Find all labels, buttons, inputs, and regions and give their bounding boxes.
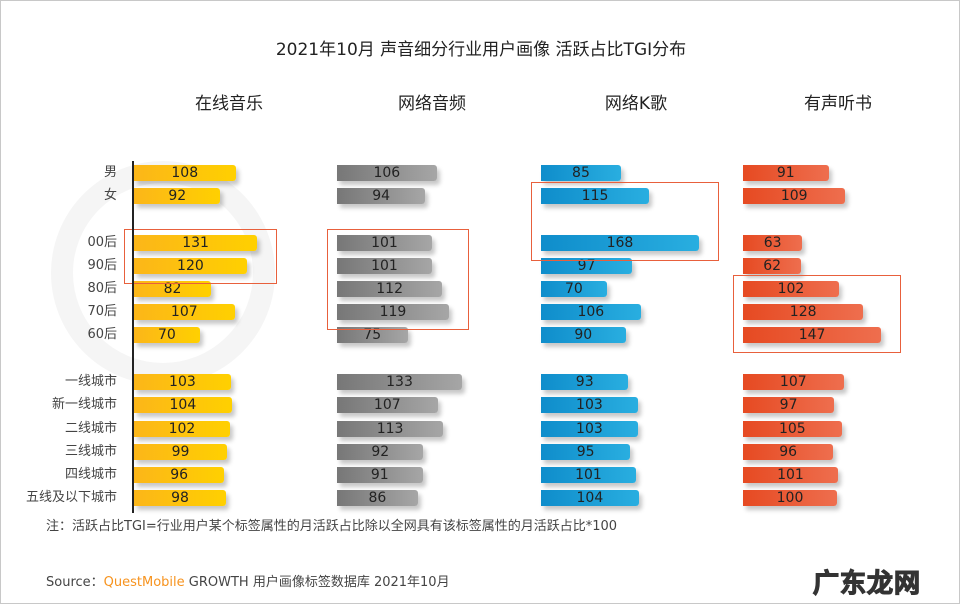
category-label: 女 [103,188,117,203]
bar: 85 [541,165,621,181]
bar: 102 [743,281,839,297]
bar: 82 [134,281,212,297]
bar: 91 [337,467,423,483]
bar: 147 [743,327,882,343]
bar: 133 [337,374,463,390]
bar: 108 [134,165,236,181]
bar: 168 [541,235,699,251]
category-label: 五线及以下城市 [25,490,117,505]
bar: 75 [337,327,408,343]
bar: 113 [337,421,444,437]
bar: 115 [541,188,650,204]
bar: 93 [541,374,629,390]
source-brand: QuestMobile [103,575,185,590]
bar: 106 [541,304,641,320]
bar: 92 [134,188,221,204]
series-header: 有声听书 [804,94,872,114]
bar: 86 [337,490,418,506]
bar: 96 [134,467,225,483]
bar: 106 [337,165,437,181]
bar: 94 [337,188,426,204]
bar: 102 [134,421,230,437]
highlight-box [733,275,902,353]
footnote: 注：活跃占比TGI=行业用户某个标签属性的月活跃占比除以全网具有该标签属性的月活… [46,519,618,534]
category-label: 一线城市 [64,374,117,389]
bar: 107 [743,374,844,390]
bar: 105 [743,421,842,437]
bar: 101 [337,258,432,274]
category-label: 00后 [87,235,117,250]
bar: 104 [541,490,639,506]
bar: 128 [743,304,864,320]
category-label: 70后 [87,304,117,319]
series-header: 在线音乐 [195,94,263,114]
bar: 97 [541,258,633,274]
source-text: GROWTH 用户画像标签数据库 2021年10月 [184,575,450,590]
category-label: 四线城市 [64,467,117,482]
bar: 98 [134,490,227,506]
bar: 95 [541,444,631,460]
bar: 96 [743,444,834,460]
bar: 101 [541,467,636,483]
category-label: 60后 [87,327,117,342]
bar: 103 [541,421,638,437]
bar: 109 [743,188,846,204]
bar: 99 [134,444,228,460]
bar: 100 [743,490,837,506]
highlight-box [124,229,278,284]
series-header: 网络K歌 [604,94,668,114]
category-label: 90后 [87,258,117,273]
category-label: 80后 [87,281,117,296]
bar: 131 [134,235,258,251]
bar: 107 [134,304,235,320]
bar: 90 [541,327,626,343]
bar: 91 [743,165,829,181]
category-label: 二线城市 [64,421,117,436]
bar: 70 [541,281,607,297]
bar: 62 [743,258,802,274]
bar: 103 [134,374,231,390]
bar: 120 [134,258,247,274]
bar: 104 [134,397,232,413]
source-line: Source：QuestMobile GROWTH 用户画像标签数据库 2021… [46,571,450,590]
bar: 101 [337,235,432,251]
bar: 63 [743,235,803,251]
source-prefix: Source： [46,575,104,590]
highlight-box [531,182,719,261]
series-header: 网络音频 [398,94,466,114]
highlight-box [327,229,469,330]
bar: 107 [337,397,438,413]
category-axis-line [132,161,134,513]
category-label: 新一线城市 [51,397,117,412]
corner-watermark: 广东龙网 [812,568,921,599]
bar: 92 [337,444,424,460]
category-label: 三线城市 [64,444,117,459]
chart-title: 2021年10月 声音细分行业用户画像 活跃占比TGI分布 [275,40,687,60]
category-label: 男 [103,165,117,180]
bar: 119 [337,304,449,320]
bar: 103 [541,397,638,413]
bar: 97 [743,397,835,413]
bar: 112 [337,281,443,297]
bar: 101 [743,467,838,483]
bar: 70 [134,327,200,343]
